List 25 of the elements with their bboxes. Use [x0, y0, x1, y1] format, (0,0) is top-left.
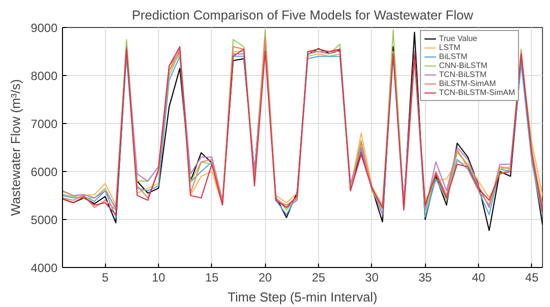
- x-tick-label: 15: [205, 270, 219, 284]
- x-tick-label: 25: [312, 270, 326, 284]
- x-tick-label: 20: [258, 270, 272, 284]
- legend-label: BiLSTM-SimAM: [439, 79, 496, 88]
- legend-label: TCN-BiLSTM: [439, 70, 487, 79]
- y-tick-label: 8000: [30, 69, 58, 83]
- chart-title: Prediction Comparison of Five Models for Wastewater Flow: [132, 8, 474, 22]
- legend-label: TCN-BiLSTM-SimAM: [439, 88, 515, 97]
- y-tick-label: 4000: [30, 261, 58, 275]
- y-tick-label: 5000: [30, 213, 58, 227]
- x-tick-label: 35: [418, 270, 432, 284]
- y-tick-label: 6000: [30, 165, 58, 179]
- y-tick-label: 9000: [30, 21, 58, 35]
- x-axis-title: Time Step (5-min Interval): [228, 290, 378, 304]
- x-tick-label: 10: [152, 270, 166, 284]
- legend-label: CNN-BiLSTM: [439, 61, 488, 70]
- x-tick-label: 5: [102, 270, 109, 284]
- x-tick-label: 40: [472, 270, 486, 284]
- x-tick-label: 45: [525, 270, 539, 284]
- x-tick-label: 30: [365, 270, 379, 284]
- legend-label: BiLSTM: [439, 52, 468, 61]
- legend-label: True Value: [439, 34, 478, 43]
- y-axis-title: Wastewater Flow (m³/s): [8, 79, 23, 216]
- y-tick-label: 7000: [30, 117, 58, 131]
- legend-label: LSTM: [439, 43, 460, 52]
